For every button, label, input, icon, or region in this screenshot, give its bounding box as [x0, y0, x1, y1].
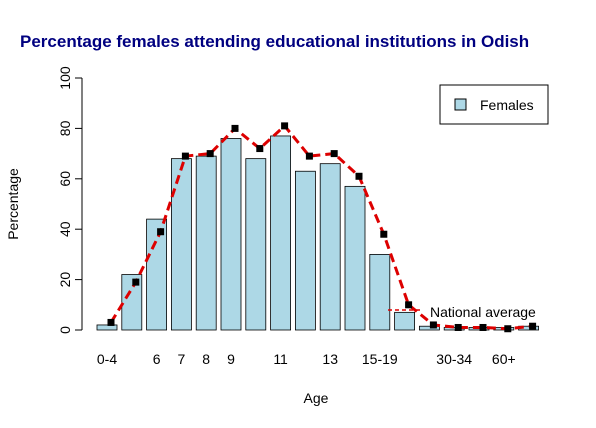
- point: [479, 323, 487, 331]
- x-tick-label: 11: [273, 351, 288, 367]
- point: [181, 152, 189, 160]
- x-tick-label: 15-19: [362, 351, 398, 367]
- point: [206, 150, 214, 158]
- x-tick-label: 6: [153, 351, 161, 367]
- x-tick-label: 7: [178, 351, 186, 367]
- x-tick-label: 13: [322, 351, 338, 367]
- x-tick-label: 9: [227, 351, 235, 367]
- point: [405, 301, 413, 309]
- line: [109, 123, 533, 331]
- point: [107, 318, 115, 326]
- point: [281, 122, 289, 130]
- bar: [170, 158, 192, 331]
- point: [330, 150, 338, 158]
- chart-title: Percentage females attending educational…: [20, 32, 529, 51]
- point: [256, 145, 264, 153]
- point: [504, 325, 512, 333]
- y-tick-label: 0: [57, 326, 73, 334]
- x-tick-label: 8: [202, 351, 210, 367]
- y-tick-label: 40: [57, 221, 73, 237]
- line-annotation: National average: [430, 304, 536, 320]
- bar: [195, 155, 217, 331]
- legend-swatch: [454, 98, 467, 111]
- point: [305, 152, 313, 160]
- x-axis-label: Age: [304, 390, 329, 406]
- bar: [220, 138, 242, 331]
- point: [380, 230, 388, 238]
- y-tick-label: 60: [57, 171, 73, 187]
- bar: [96, 324, 118, 331]
- point: [157, 228, 165, 236]
- y-tick-label: 80: [57, 120, 73, 136]
- bar: [344, 185, 366, 331]
- point: [132, 278, 140, 286]
- bar: [245, 158, 267, 331]
- y-axis-label: Percentage: [5, 168, 21, 240]
- bar: [146, 218, 168, 331]
- bar: [369, 253, 391, 331]
- bar: [394, 311, 416, 331]
- x-tick-label: 30-34: [436, 351, 472, 367]
- x-tick-label: 0-4: [97, 351, 117, 367]
- point: [529, 322, 537, 330]
- bar: [270, 135, 292, 331]
- x-tick-label: 60+: [492, 351, 516, 367]
- legend-label: Females: [480, 97, 534, 113]
- bar: [294, 170, 316, 331]
- bar: [418, 325, 440, 331]
- point: [231, 124, 239, 132]
- bar: [319, 163, 341, 331]
- point: [355, 172, 363, 180]
- y-tick-label: 100: [57, 66, 73, 90]
- point: [454, 323, 462, 331]
- y-tick-label: 20: [57, 272, 73, 288]
- point: [429, 321, 437, 329]
